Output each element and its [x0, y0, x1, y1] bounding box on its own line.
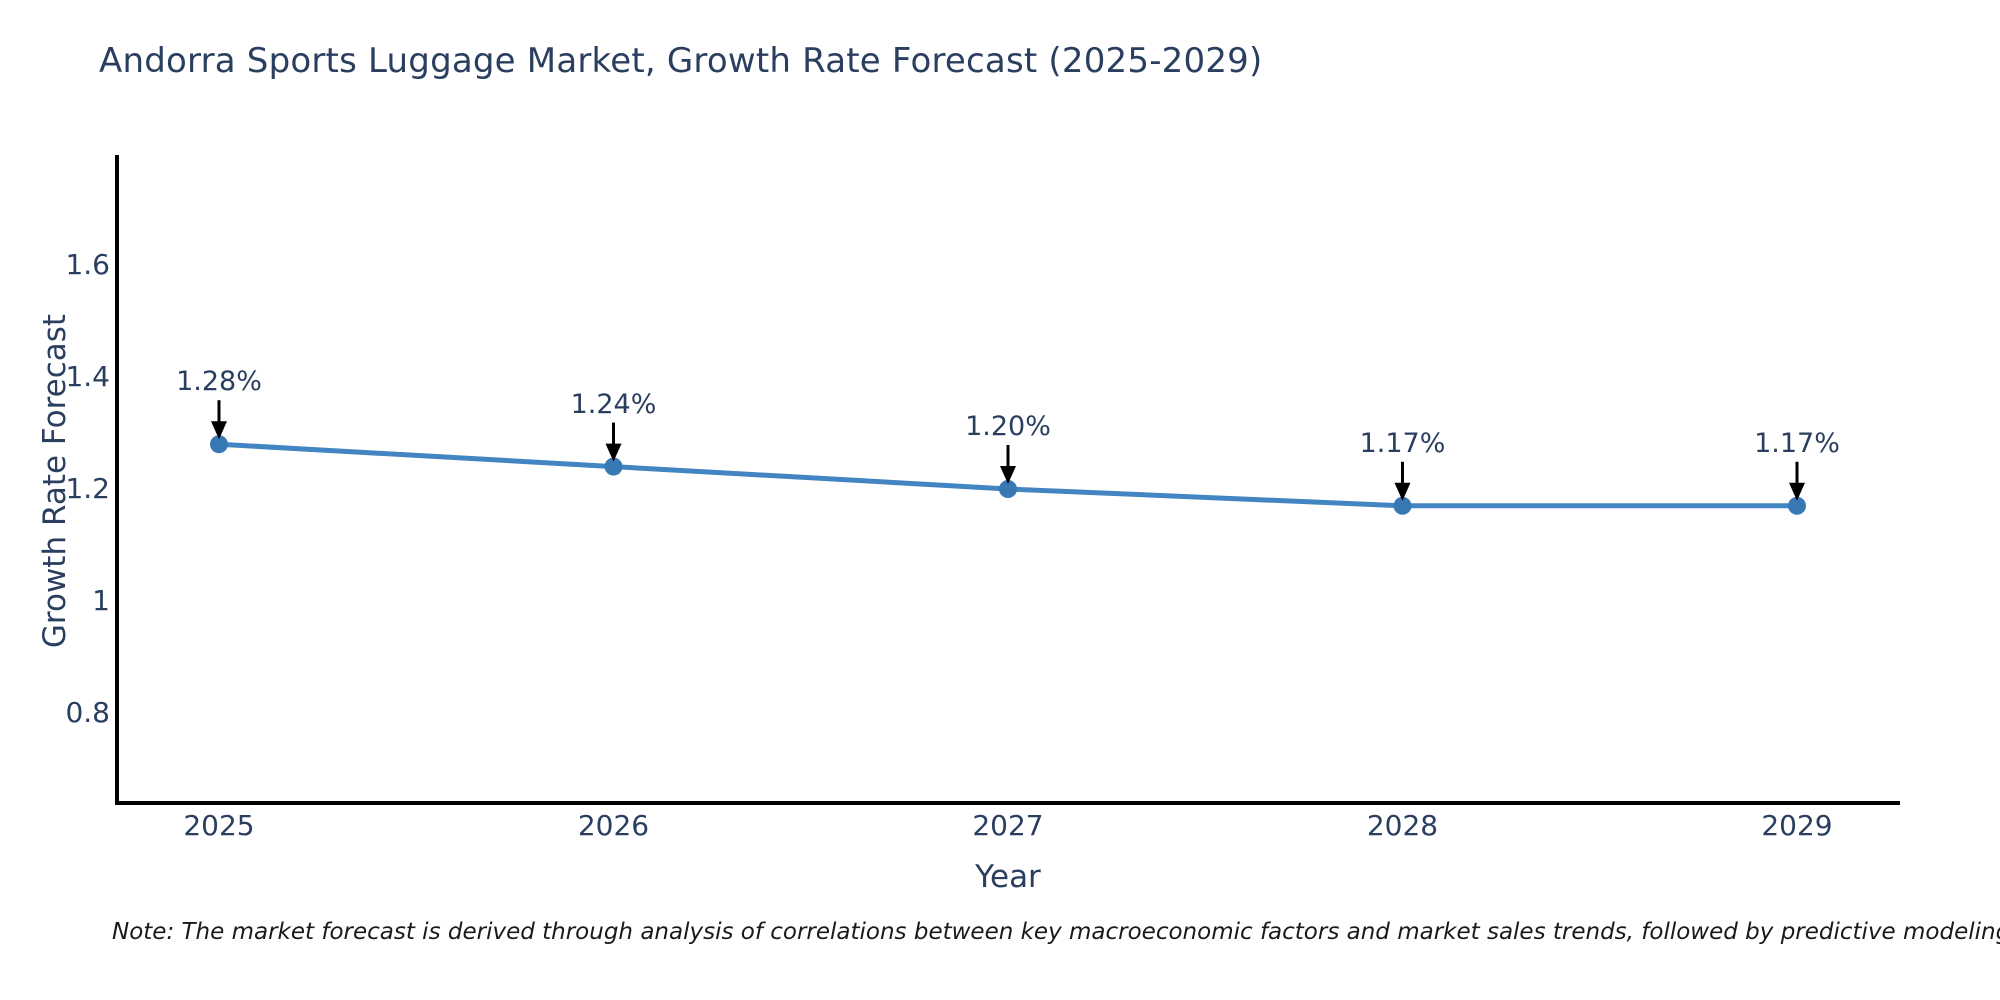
- x-tick-label: 2028: [1366, 809, 1439, 842]
- annotation-arrowhead: [1000, 466, 1016, 484]
- annotation-arrowhead: [605, 443, 622, 462]
- annotation-arrowhead: [211, 421, 227, 440]
- y-tick-label: 1.4: [65, 360, 110, 393]
- y-tick-label: 1: [92, 584, 110, 617]
- data-point-label: 1.17%: [1754, 427, 1840, 459]
- x-axis-title: Year: [975, 859, 1041, 895]
- data-point-marker: [1788, 496, 1806, 515]
- x-tick-label: 2025: [183, 809, 255, 842]
- chart-title: Andorra Sports Luggage Market, Growth Ra…: [99, 41, 1263, 81]
- y-tick-label: 1.6: [65, 248, 110, 281]
- y-tick-label: 0.8: [65, 696, 110, 729]
- x-tick-label: 2027: [972, 809, 1044, 842]
- footnote: Note: The market forecast is derived thr…: [112, 919, 2000, 945]
- data-point-marker: [999, 480, 1017, 498]
- x-tick-label: 2026: [577, 809, 650, 842]
- y-tick-label: 1.2: [65, 472, 110, 505]
- data-point-label: 1.17%: [1359, 427, 1446, 459]
- annotation-arrowhead: [1789, 482, 1805, 501]
- data-point-marker: [1393, 496, 1412, 515]
- data-point-label: 1.20%: [965, 411, 1051, 442]
- x-tick-label: 2029: [1761, 809, 1833, 842]
- data-point-label: 1.24%: [570, 388, 657, 420]
- annotation-arrowhead: [1394, 482, 1411, 501]
- data-point-marker: [210, 435, 228, 454]
- data-point-label: 1.28%: [176, 366, 262, 398]
- data-point-marker: [604, 457, 623, 476]
